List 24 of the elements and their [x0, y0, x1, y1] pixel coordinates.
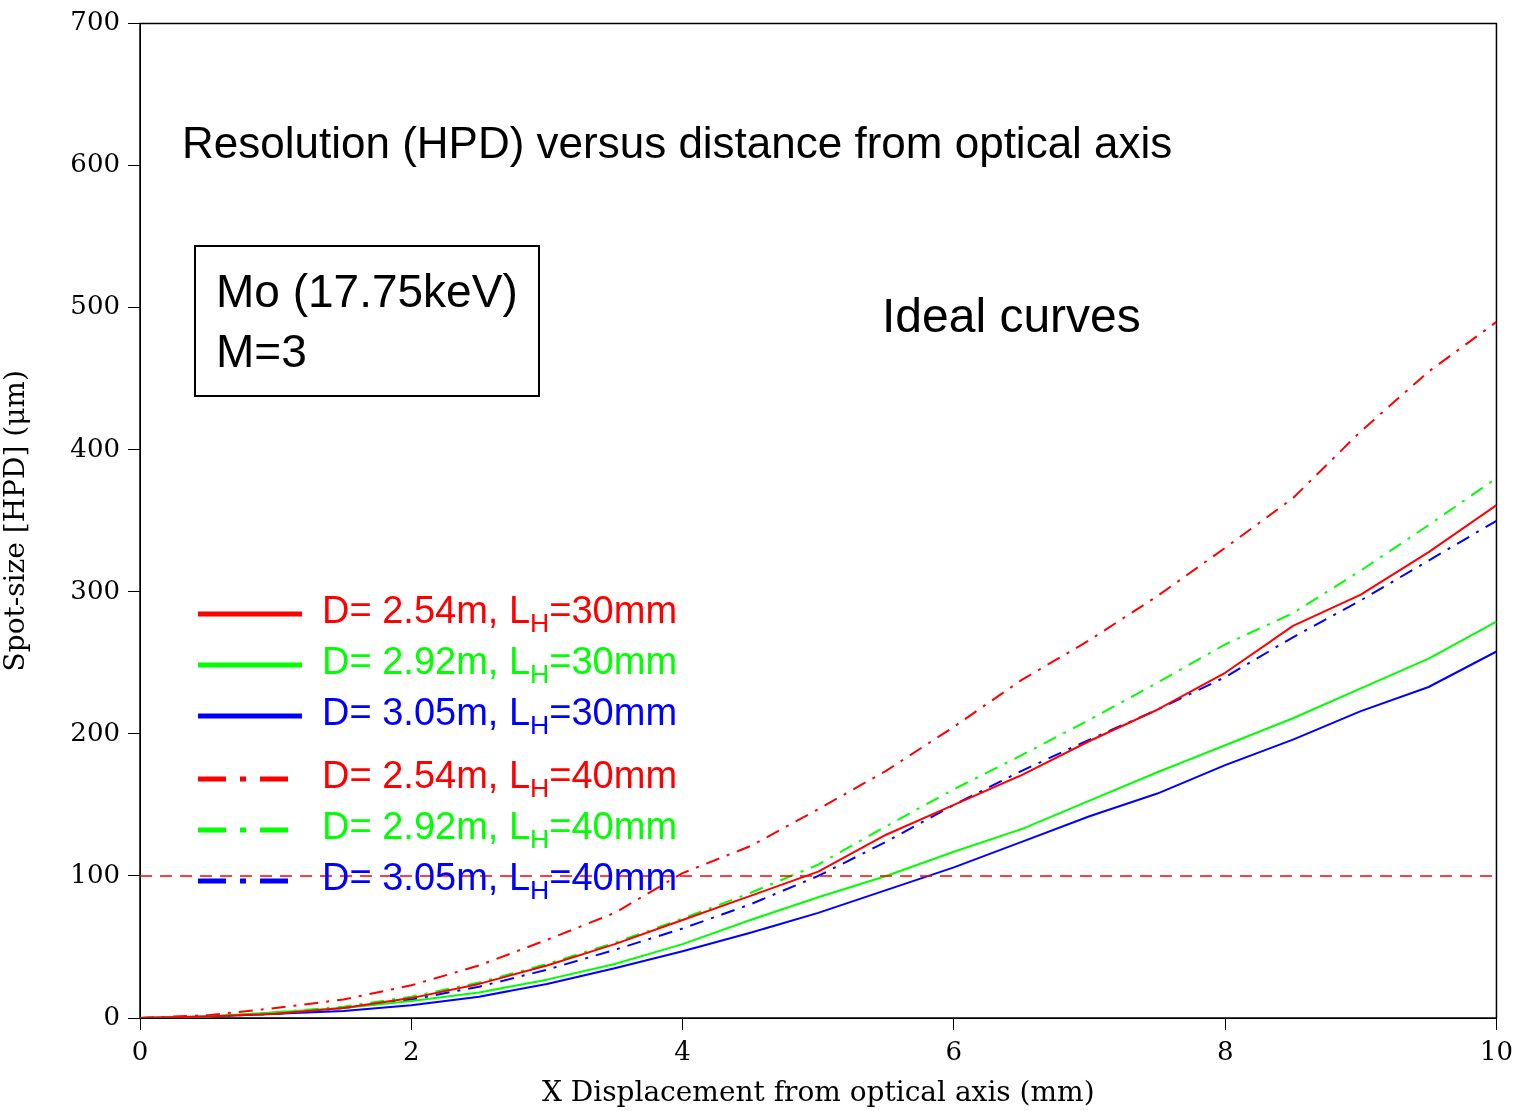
- annotation: Mo (17.75keV) M=3: [194, 245, 540, 397]
- legend-label: D= 2.54m, L$_{H}$=40mm: [322, 753, 678, 804]
- y-tick-label: 0: [103, 1000, 120, 1031]
- y-tick-label: 400: [70, 432, 120, 463]
- text: Resolution (HPD) versus distance from optical axis: [182, 118, 1173, 168]
- legend-label: D= 2.54m, L$_{H}$=30mm: [322, 588, 678, 639]
- y-tick-label: 700: [70, 6, 120, 37]
- x-tick-label: 0: [131, 1036, 149, 1067]
- y-tick-label: 200: [70, 716, 120, 747]
- x-tick-label: 8: [1216, 1036, 1234, 1067]
- x-axis-title: X Displacement from optical axis (mm): [541, 1075, 1095, 1109]
- y-tick-label: 100: [70, 858, 120, 889]
- legend-label: D= 2.92m, L$_{H}$=40mm: [322, 804, 678, 855]
- annotation: Ideal curves: [882, 288, 1141, 343]
- x-tick-label: 6: [945, 1036, 963, 1067]
- x-tick-label: 2: [403, 1036, 420, 1067]
- y-tick-label: 500: [70, 290, 120, 321]
- legend-label: D= 2.92m, L$_{H}$=30mm: [322, 639, 678, 690]
- x-tick-label: 4: [674, 1036, 691, 1067]
- x-tick-label: 10: [1479, 1036, 1513, 1067]
- y-axis-title: Spot-size [HPD] (μm): [0, 370, 32, 672]
- y-tick-label: 300: [70, 574, 120, 605]
- y-tick-label: 600: [70, 148, 120, 179]
- legend-label: D= 3.05m, L$_{H}$=30mm: [322, 690, 678, 741]
